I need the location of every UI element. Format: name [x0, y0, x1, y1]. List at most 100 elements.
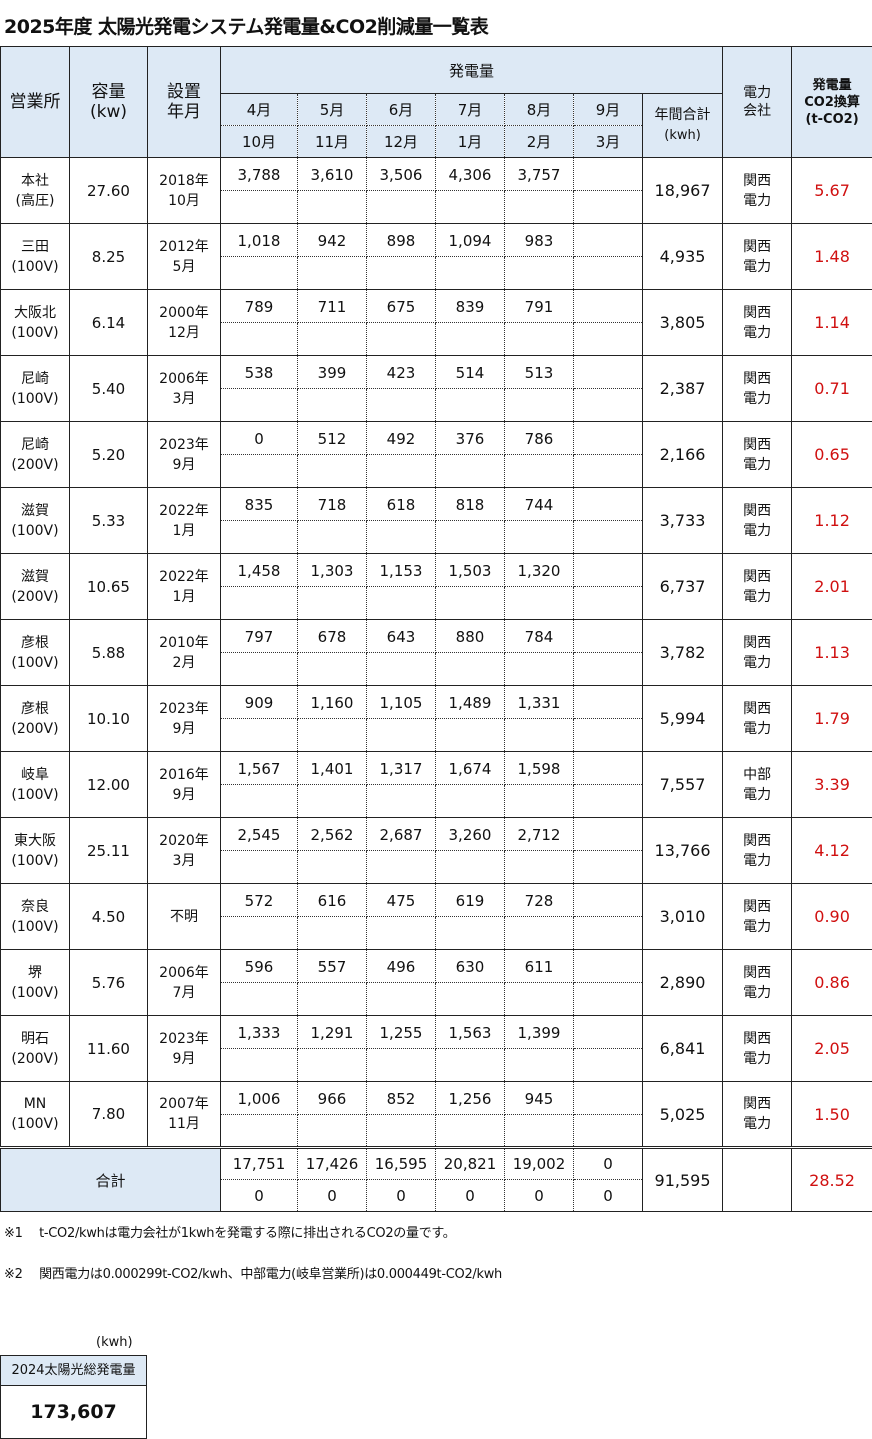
power-company: 関西電力: [723, 422, 792, 488]
month-value: 1,105: [367, 686, 436, 719]
office-name: 明石(200V): [1, 1016, 70, 1082]
annual-total: 6,841: [643, 1016, 723, 1082]
co2-value: 0.90: [792, 884, 872, 950]
month-value-empty: [221, 917, 298, 950]
month-value: 1,018: [221, 224, 298, 257]
month-value: [574, 356, 643, 389]
month-value: 513: [505, 356, 574, 389]
annual-total: 6,737: [643, 554, 723, 620]
month-value: 718: [298, 488, 367, 521]
month-value-empty: [298, 653, 367, 686]
month-value-empty: [436, 323, 505, 356]
summary-value: 173,607: [1, 1386, 146, 1438]
month-value-empty: [505, 719, 574, 752]
month-value: [574, 1082, 643, 1115]
month-value-empty: [574, 455, 643, 488]
month-value-empty: [505, 653, 574, 686]
month-value-empty: [574, 257, 643, 290]
month-header: 8月: [505, 94, 574, 126]
month-value: 786: [505, 422, 574, 455]
office-name: 滋賀(100V): [1, 488, 70, 554]
month-value-empty: [298, 1049, 367, 1082]
month-value-empty: [367, 323, 436, 356]
month-value-empty: [221, 719, 298, 752]
month-value-empty: [574, 389, 643, 422]
footnote-2: ※2 関西電力は0.000299t-CO2/kwh、中部電力(岐阜営業所)は0.…: [4, 1263, 502, 1282]
month-value: 3,260: [436, 818, 505, 851]
month-value-empty: [574, 851, 643, 884]
month-value: 1,598: [505, 752, 574, 785]
capacity: 10.10: [70, 686, 148, 752]
month-value: 4,306: [436, 158, 505, 191]
month-value-empty: [221, 1049, 298, 1082]
month-value: 852: [367, 1082, 436, 1115]
month-value-empty: [367, 1115, 436, 1148]
month-value: 797: [221, 620, 298, 653]
co2-value: 2.01: [792, 554, 872, 620]
month-value: 1,503: [436, 554, 505, 587]
month-value: 1,006: [221, 1082, 298, 1115]
month-value-empty: [367, 719, 436, 752]
month-value: 514: [436, 356, 505, 389]
month-value: 1,399: [505, 1016, 574, 1049]
month-value: [574, 554, 643, 587]
annual-total: 3,805: [643, 290, 723, 356]
month-value-empty: [505, 1115, 574, 1148]
month-header: 7月: [436, 94, 505, 126]
month-value-empty: [221, 851, 298, 884]
month-header: 9月: [574, 94, 643, 126]
total-month: 17,426: [298, 1148, 367, 1180]
month-value: 399: [298, 356, 367, 389]
total-month: 16,595: [367, 1148, 436, 1180]
month-value-empty: [436, 389, 505, 422]
month-value-empty: [505, 851, 574, 884]
total-month: 0: [505, 1180, 574, 1212]
month-value: 1,563: [436, 1016, 505, 1049]
header-installed: 設置年月: [148, 47, 221, 158]
month-value-empty: [367, 917, 436, 950]
month-header: 1月: [436, 126, 505, 158]
office-name: 尼崎(200V): [1, 422, 70, 488]
office-name: 彦根(100V): [1, 620, 70, 686]
annual-total: 5,994: [643, 686, 723, 752]
month-value: 1,291: [298, 1016, 367, 1049]
month-value: 1,317: [367, 752, 436, 785]
month-value-empty: [436, 587, 505, 620]
month-value-empty: [367, 851, 436, 884]
totals-label: 合計: [1, 1148, 221, 1212]
power-company: 関西電力: [723, 620, 792, 686]
co2-value: 0.86: [792, 950, 872, 1016]
month-value-empty: [436, 1115, 505, 1148]
month-value-empty: [436, 851, 505, 884]
month-value-empty: [298, 917, 367, 950]
month-value-empty: [574, 653, 643, 686]
power-company: 関西電力: [723, 224, 792, 290]
capacity: 11.60: [70, 1016, 148, 1082]
month-value: [574, 158, 643, 191]
total-month: 0: [367, 1180, 436, 1212]
month-value-empty: [298, 389, 367, 422]
month-value-empty: [436, 455, 505, 488]
month-value-empty: [221, 983, 298, 1016]
month-value-empty: [505, 785, 574, 818]
office-name: 東大阪(100V): [1, 818, 70, 884]
month-value: 2,712: [505, 818, 574, 851]
installed-date: 不明: [148, 884, 221, 950]
month-value: 784: [505, 620, 574, 653]
annual-total: 3,782: [643, 620, 723, 686]
month-value: [574, 1016, 643, 1049]
month-value-empty: [298, 191, 367, 224]
month-value-empty: [505, 389, 574, 422]
month-value: [574, 686, 643, 719]
header-company: 電力会社: [723, 47, 792, 158]
month-value-empty: [436, 521, 505, 554]
month-value-empty: [574, 719, 643, 752]
month-value: 1,333: [221, 1016, 298, 1049]
